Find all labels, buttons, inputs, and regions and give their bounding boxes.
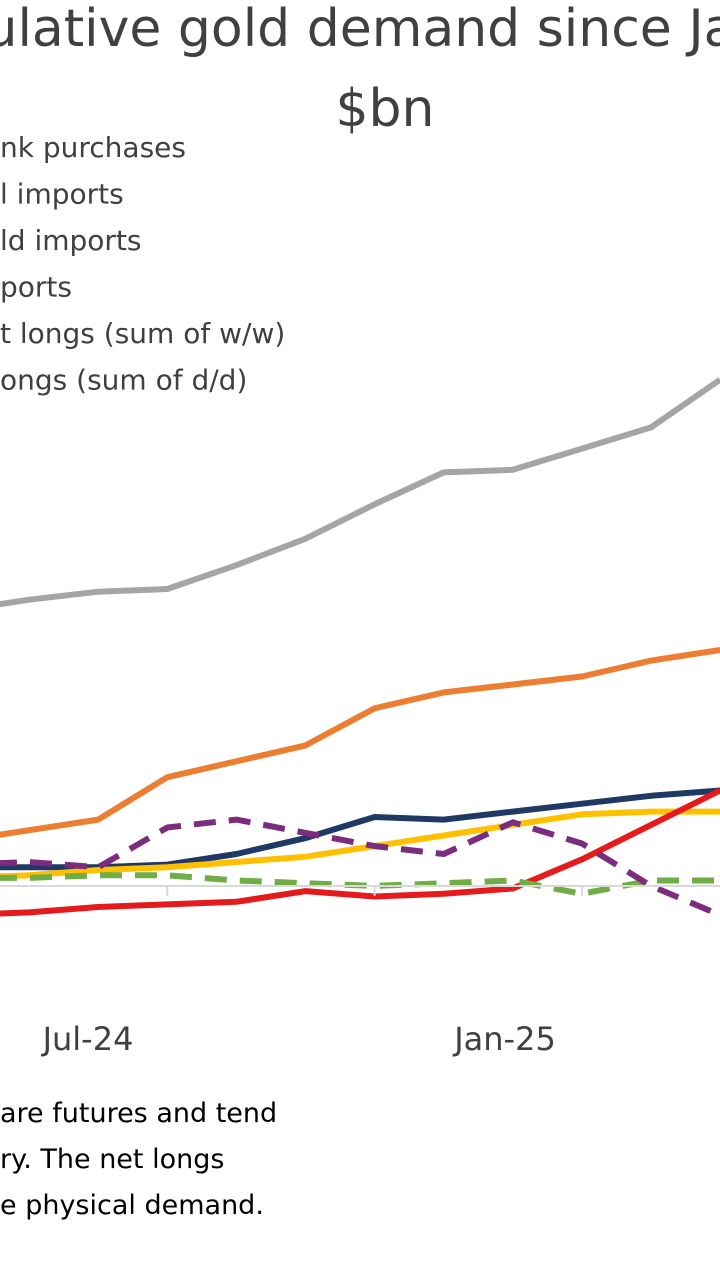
series-line-4 bbox=[0, 787, 720, 917]
chart-title-line: $bn bbox=[335, 79, 434, 139]
legend-entry: l imports bbox=[0, 178, 124, 211]
legend-entry: ports bbox=[0, 271, 72, 304]
footnote-line: are futures and tend bbox=[0, 1098, 277, 1129]
legend-entry: ld imports bbox=[0, 224, 142, 257]
chart-title-line: ulative gold demand since Ja bbox=[0, 0, 720, 59]
x-tick-label: Jul-24 bbox=[41, 1020, 134, 1058]
series-line-5 bbox=[0, 872, 720, 897]
series-line-0 bbox=[0, 377, 720, 608]
x-axis-ticks bbox=[166, 886, 583, 896]
series-line-2 bbox=[0, 787, 720, 871]
legend: nk purchases l imports ld imports ports t lo… bbox=[0, 131, 285, 397]
x-axis-tick-labels: Jul-24 Jan-25 bbox=[41, 1020, 556, 1058]
legend-entry: ongs (sum of d/d) bbox=[0, 364, 247, 397]
footnote-line: e physical demand. bbox=[0, 1190, 264, 1221]
series-line-1 bbox=[0, 647, 720, 838]
chart-title: ulative gold demand since Ja $bn bbox=[0, 0, 720, 139]
footnote-line: ry. The net longs bbox=[0, 1144, 224, 1175]
footnote: are futures and tend ry. The net longs e p… bbox=[0, 1098, 277, 1221]
series-line-6 bbox=[0, 816, 720, 918]
x-tick-label: Jan-25 bbox=[452, 1020, 556, 1058]
plot-area bbox=[0, 377, 720, 918]
legend-entry: nk purchases bbox=[0, 131, 186, 164]
series-line-3 bbox=[0, 808, 720, 880]
legend-entry: t longs (sum of w/w) bbox=[0, 317, 285, 350]
